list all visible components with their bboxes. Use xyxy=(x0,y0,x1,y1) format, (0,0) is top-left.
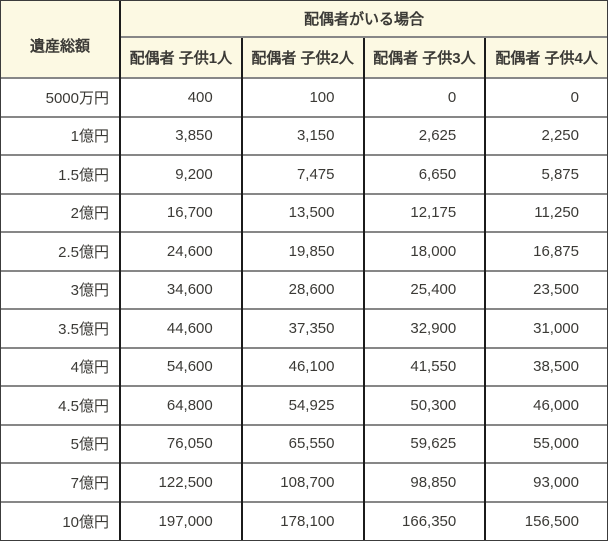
tax-amount-cell: 37,350 xyxy=(240,308,364,348)
table-row: 4億円 54,600 46,100 41,550 38,500 xyxy=(1,346,607,386)
tax-amount-cell: 23,500 xyxy=(484,269,607,309)
tax-amount-cell: 166,350 xyxy=(362,500,486,540)
table-row: 2.5億円 24,600 19,850 18,000 16,875 xyxy=(1,231,607,271)
row-label: 7億円 xyxy=(1,462,120,502)
row-label: 4.5億円 xyxy=(1,385,120,425)
column-header-children-2: 配偶者 子供2人 xyxy=(240,36,364,78)
tax-amount-cell: 5,875 xyxy=(484,154,607,194)
tax-amount-cell: 16,700 xyxy=(119,192,242,232)
row-label: 5000万円 xyxy=(1,77,120,117)
row-label: 4億円 xyxy=(1,346,120,386)
tax-amount-cell: 55,000 xyxy=(484,423,607,463)
table-row: 4.5億円 64,800 54,925 50,300 46,000 xyxy=(1,385,607,425)
table-row: 5000万円 400 100 0 0 xyxy=(1,77,607,117)
tax-amount-cell: 50,300 xyxy=(362,385,486,425)
tax-amount-cell: 38,500 xyxy=(484,346,607,386)
tax-amount-cell: 100 xyxy=(240,77,364,117)
tax-amount-cell: 122,500 xyxy=(119,462,242,502)
tax-amount-cell: 76,050 xyxy=(119,423,242,463)
tax-amount-cell: 12,175 xyxy=(362,192,486,232)
tax-amount-cell: 0 xyxy=(484,77,607,117)
tax-amount-cell: 98,850 xyxy=(362,462,486,502)
tax-amount-cell: 2,250 xyxy=(484,115,607,155)
table-row: 3.5億円 44,600 37,350 32,900 31,000 xyxy=(1,308,607,348)
tax-amount-cell: 3,850 xyxy=(119,115,242,155)
row-label: 1.5億円 xyxy=(1,154,120,194)
tax-amount-cell: 7,475 xyxy=(240,154,364,194)
table-row: 3億円 34,600 28,600 25,400 23,500 xyxy=(1,269,607,309)
tax-amount-cell: 19,850 xyxy=(240,231,364,271)
estate-total-header: 遺産総額 xyxy=(1,1,120,78)
column-header-children-3: 配偶者 子供3人 xyxy=(362,36,486,78)
tax-amount-cell: 59,625 xyxy=(362,423,486,463)
tax-amount-cell: 156,500 xyxy=(484,500,607,540)
tax-amount-cell: 32,900 xyxy=(362,308,486,348)
row-label: 2億円 xyxy=(1,192,120,232)
tax-amount-cell: 31,000 xyxy=(484,308,607,348)
tax-amount-cell: 3,150 xyxy=(240,115,364,155)
tax-amount-cell: 34,600 xyxy=(119,269,242,309)
table-row: 5億円 76,050 65,550 59,625 55,000 xyxy=(1,423,607,463)
spouse-case-group-header: 配偶者がいる場合 xyxy=(119,1,607,37)
row-label: 1億円 xyxy=(1,115,120,155)
row-label: 3.5億円 xyxy=(1,308,120,348)
tax-amount-cell: 18,000 xyxy=(362,231,486,271)
tax-amount-cell: 2,625 xyxy=(362,115,486,155)
row-label: 10億円 xyxy=(1,500,120,540)
tax-amount-cell: 46,000 xyxy=(484,385,607,425)
tax-amount-cell: 64,800 xyxy=(119,385,242,425)
table-row: 10億円 197,000 178,100 166,350 156,500 xyxy=(1,500,607,540)
table-row: 1.5億円 9,200 7,475 6,650 5,875 xyxy=(1,154,607,194)
tax-amount-cell: 9,200 xyxy=(119,154,242,194)
tax-amount-cell: 44,600 xyxy=(119,308,242,348)
column-header-row: 配偶者 子供1人 配偶者 子供2人 配偶者 子供3人 配偶者 子供4人 xyxy=(1,36,607,78)
tax-amount-cell: 54,925 xyxy=(240,385,364,425)
tax-amount-cell: 108,700 xyxy=(240,462,364,502)
table-row: 1億円 3,850 3,150 2,625 2,250 xyxy=(1,115,607,155)
tax-amount-cell: 54,600 xyxy=(119,346,242,386)
row-label: 2.5億円 xyxy=(1,231,120,271)
tax-amount-cell: 11,250 xyxy=(484,192,607,232)
row-label: 3億円 xyxy=(1,269,120,309)
tax-amount-cell: 93,000 xyxy=(484,462,607,502)
table-row: 7億円 122,500 108,700 98,850 93,000 xyxy=(1,462,607,502)
tax-amount-cell: 6,650 xyxy=(362,154,486,194)
tax-amount-cell: 65,550 xyxy=(240,423,364,463)
tax-amount-cell: 178,100 xyxy=(240,500,364,540)
tax-amount-cell: 46,100 xyxy=(240,346,364,386)
tax-amount-cell: 16,875 xyxy=(484,231,607,271)
tax-amount-cell: 24,600 xyxy=(119,231,242,271)
row-label: 5億円 xyxy=(1,423,120,463)
tax-amount-cell: 13,500 xyxy=(240,192,364,232)
tax-amount-cell: 400 xyxy=(119,77,242,117)
tax-amount-cell: 197,000 xyxy=(119,500,242,540)
tax-amount-cell: 41,550 xyxy=(362,346,486,386)
tax-amount-cell: 0 xyxy=(362,77,486,117)
column-header-children-1: 配偶者 子供1人 xyxy=(119,36,242,78)
group-header-row: 遺産総額 配偶者がいる場合 xyxy=(1,1,607,78)
table-row: 2億円 16,700 13,500 12,175 11,250 xyxy=(1,192,607,232)
tax-amount-cell: 25,400 xyxy=(362,269,486,309)
column-header-children-4: 配偶者 子供4人 xyxy=(484,36,607,78)
tax-amount-cell: 28,600 xyxy=(240,269,364,309)
